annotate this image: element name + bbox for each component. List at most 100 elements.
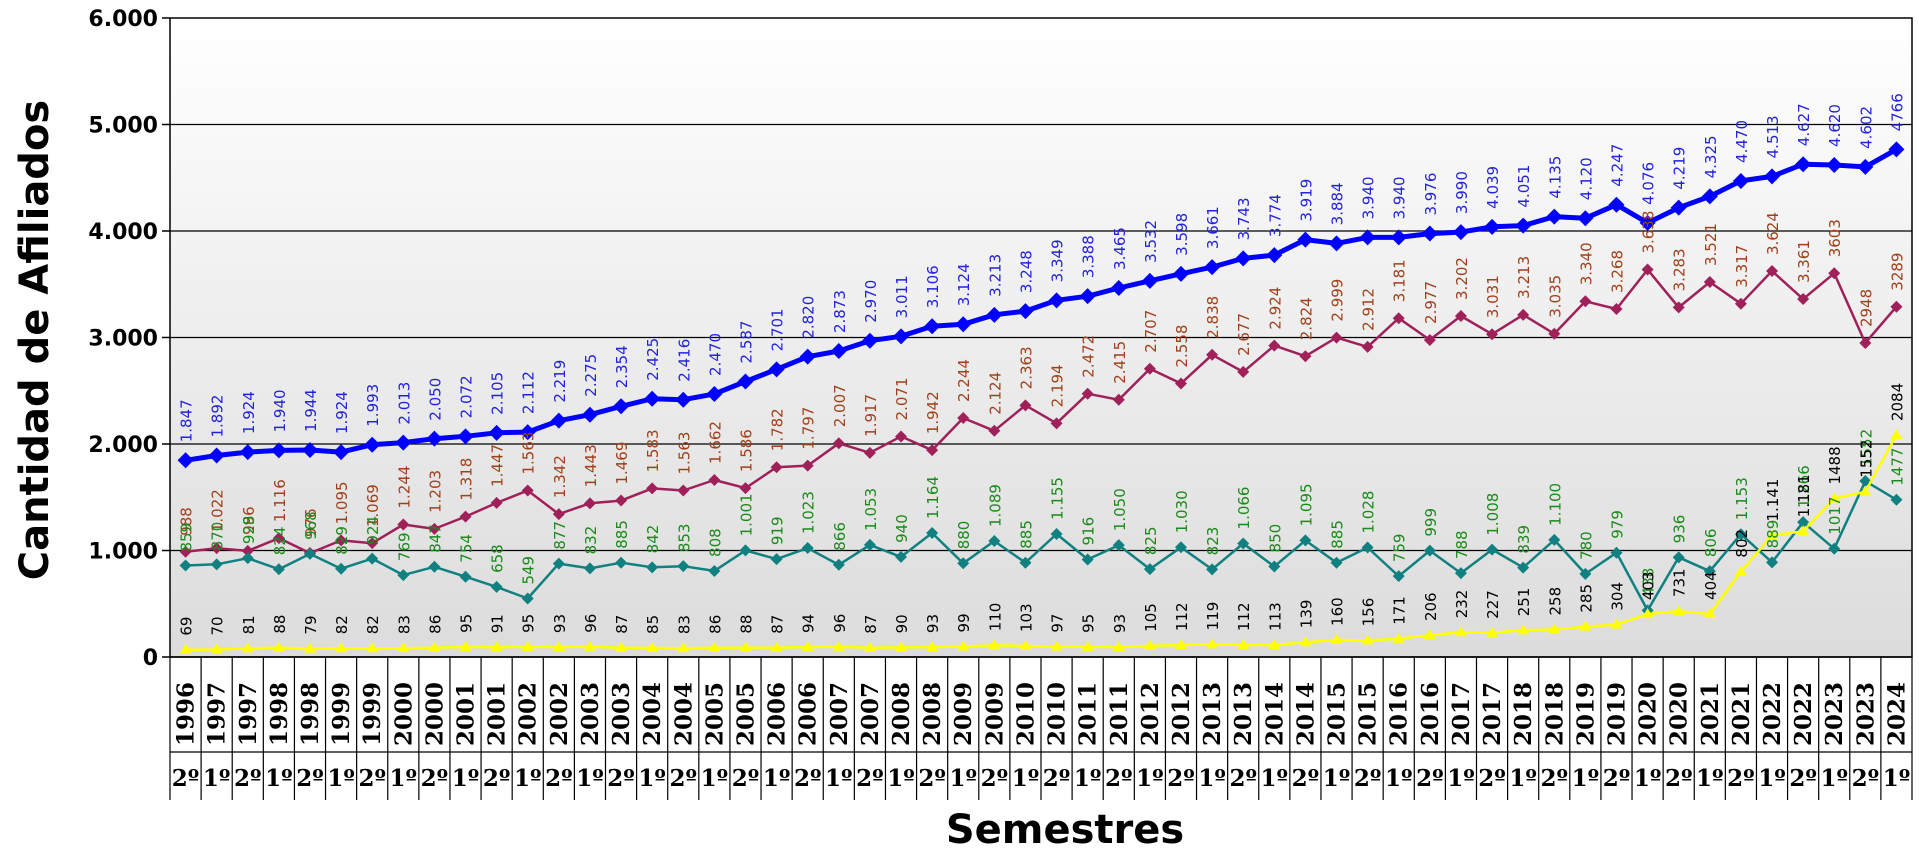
data-point: [490, 641, 503, 652]
data-label: 1.443: [582, 444, 600, 487]
data-label: 2948: [1857, 289, 1875, 327]
data-label: 889: [1764, 520, 1782, 549]
data-point: [1112, 393, 1125, 406]
x-tick-label-semester: 2º: [1354, 765, 1382, 792]
data-label: 880: [955, 521, 973, 550]
x-tick-label-semester: 2º: [358, 765, 386, 792]
data-label: 999: [1422, 508, 1440, 537]
data-point: [459, 510, 472, 523]
x-tick-label-semester: 1º: [638, 765, 666, 792]
x-tick-label-semester: 1º: [514, 765, 542, 792]
data-point: [1359, 229, 1376, 246]
data-point: [830, 343, 847, 360]
data-label: 2.912: [1360, 288, 1378, 331]
data-label: 919: [769, 516, 787, 545]
data-label: 996: [240, 506, 258, 535]
x-tick-label-year: 2023: [1821, 682, 1848, 746]
x-tick-label-year: 2019: [1603, 682, 1630, 746]
data-label: 916: [1080, 517, 1098, 546]
data-point: [1141, 272, 1158, 289]
data-label: 1.023: [800, 491, 818, 534]
data-label: 82: [364, 615, 382, 634]
data-label: 4.120: [1577, 157, 1595, 200]
series-line: [185, 268, 1898, 555]
data-label: 832: [582, 526, 600, 555]
x-tick-label-year: 2005: [732, 682, 759, 746]
data-point: [552, 641, 565, 652]
data-label: 1.069: [364, 484, 382, 527]
data-label: 160: [1329, 597, 1347, 626]
data-point: [488, 424, 505, 441]
data-point: [739, 544, 752, 557]
x-tick-label-year: 1998: [297, 682, 324, 746]
data-label: 658: [489, 544, 507, 573]
data-point: [895, 550, 908, 563]
data-label: 105: [1142, 603, 1160, 632]
data-point: [1486, 328, 1499, 341]
x-tick-label-semester: 1º: [701, 765, 729, 792]
data-point: [1050, 640, 1063, 651]
data-label: 4.325: [1702, 135, 1720, 178]
data-point: [770, 553, 783, 566]
data-label: 4766: [1888, 93, 1906, 131]
data-point: [924, 318, 941, 335]
data-point: [241, 552, 254, 565]
data-label: 1.244: [395, 466, 413, 509]
data-label: 1.116: [271, 479, 289, 522]
data-label: 112: [1173, 602, 1191, 631]
x-tick-label-semester: 2º: [1043, 765, 1071, 792]
data-label: 88: [737, 615, 755, 634]
data-label: 1.028: [1360, 491, 1378, 534]
data-label: 112: [1235, 602, 1253, 631]
data-label: 759: [1391, 534, 1409, 563]
data-point: [1081, 387, 1094, 400]
data-point: [1766, 556, 1779, 569]
data-point: [1390, 229, 1407, 246]
x-tick-label-semester: 2º: [918, 765, 946, 792]
data-point: [1174, 541, 1187, 554]
data-point: [863, 641, 876, 652]
x-tick-label-year: 2003: [577, 682, 604, 746]
data-point: [364, 436, 381, 453]
x-tick-label-year: 2001: [484, 682, 511, 746]
data-label: 3.248: [1017, 250, 1035, 293]
data-label: 3.202: [1453, 257, 1471, 300]
data-point: [1392, 570, 1405, 583]
series-line: [185, 479, 1898, 612]
data-label: 3.349: [1049, 239, 1067, 282]
data-point: [1019, 556, 1032, 569]
data-point: [895, 641, 908, 652]
data-point: [1608, 196, 1625, 213]
data-label: 88: [271, 615, 289, 634]
data-point: [613, 398, 630, 415]
data-point: [677, 560, 690, 573]
data-point: [957, 640, 970, 651]
x-tick-label-semester: 1º: [1883, 765, 1911, 792]
data-point: [1548, 623, 1561, 634]
data-label: 3.268: [1608, 250, 1626, 293]
data-point: [926, 444, 939, 457]
data-point: [1766, 265, 1779, 278]
data-point: [1361, 634, 1374, 645]
data-point: [708, 641, 721, 652]
x-tick-label-semester: 2º: [1167, 765, 1195, 792]
data-label: 3.532: [1142, 220, 1160, 263]
x-tick-label-semester: 2º: [1105, 765, 1133, 792]
data-label: 93: [1111, 614, 1129, 633]
data-point: [1857, 158, 1874, 175]
data-label: 3.743: [1235, 197, 1253, 240]
x-tick-label-year: 2024: [1883, 682, 1910, 746]
data-label: 2.820: [800, 296, 818, 339]
data-label: 2.105: [489, 372, 507, 415]
x-tick-label-year: 2005: [701, 682, 728, 746]
data-label: 2.072: [458, 375, 476, 418]
data-point: [986, 306, 1003, 323]
x-tick-label-year: 2010: [1012, 682, 1039, 746]
data-label: 1477: [1888, 448, 1906, 486]
data-point: [552, 508, 565, 521]
data-label: 1.662: [706, 421, 724, 464]
data-label: 3.940: [1391, 176, 1409, 219]
data-point: [490, 496, 503, 509]
x-tick-label-year: 2008: [919, 682, 946, 746]
data-point: [333, 444, 350, 461]
